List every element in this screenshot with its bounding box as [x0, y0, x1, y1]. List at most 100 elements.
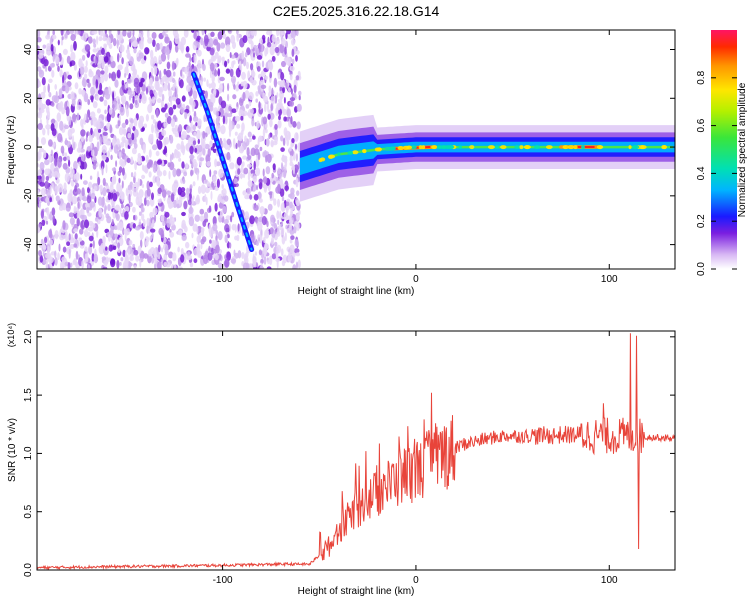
noise-blob — [294, 132, 299, 142]
noise-blob — [166, 115, 172, 125]
noise-blob — [119, 106, 125, 116]
noise-blob — [132, 71, 137, 77]
noise-blob — [242, 35, 248, 44]
noise-blob — [197, 49, 202, 57]
noise-blob — [128, 136, 132, 145]
noise-blob — [213, 39, 219, 46]
snr-series-line — [37, 333, 675, 570]
noise-blob — [73, 205, 77, 215]
noise-blob — [45, 124, 51, 130]
noise-blob — [286, 215, 290, 220]
noise-blob — [255, 158, 260, 168]
noise-blob — [169, 153, 172, 163]
noise-blob — [204, 143, 210, 150]
noise-blob — [245, 104, 250, 109]
noise-blob — [158, 55, 162, 65]
noise-blob — [172, 71, 176, 77]
noise-blob — [118, 166, 123, 174]
noise-blob — [38, 81, 42, 87]
noise-blob — [279, 81, 283, 88]
noise-blob — [64, 84, 70, 94]
carrier-blob — [362, 149, 367, 154]
noise-blob — [212, 143, 216, 148]
carrier-blob — [494, 145, 499, 150]
snr-y-ticks: 0.0 0.5 1.0 1.5 2.0 — [23, 329, 675, 577]
noise-blob — [236, 156, 242, 166]
noise-blob — [133, 129, 139, 138]
noise-blob — [242, 110, 248, 117]
noise-blob — [139, 93, 142, 100]
noise-blob — [79, 214, 85, 219]
noise-blob — [51, 102, 55, 107]
noise-blob — [242, 190, 247, 196]
noise-blob — [134, 160, 138, 171]
noise-blob — [164, 36, 170, 44]
noise-blob — [110, 258, 116, 268]
noise-blob — [43, 85, 46, 94]
noise-blob — [88, 181, 93, 189]
noise-blob — [222, 205, 227, 214]
noise-blob — [198, 67, 201, 75]
colorbar-tick-label: 0.8 — [696, 70, 707, 84]
noise-blob — [92, 48, 98, 53]
noise-blob — [133, 117, 138, 127]
noise-blob — [253, 204, 259, 211]
noise-blob — [295, 153, 298, 162]
noise-blob — [250, 30, 256, 36]
noise-blob — [269, 71, 273, 79]
noise-blob — [256, 66, 261, 72]
noise-blob — [97, 196, 103, 206]
noise-blob — [163, 261, 167, 267]
noise-blob — [295, 213, 300, 221]
spectrogram-frame — [36, 29, 676, 270]
noise-blob — [135, 226, 141, 231]
noise-blob — [157, 187, 162, 195]
noise-blob — [60, 30, 64, 36]
noise-blob — [229, 52, 232, 59]
noise-blob — [250, 147, 256, 157]
noise-blob — [69, 127, 75, 134]
noise-blob — [193, 161, 198, 169]
noise-blob — [41, 77, 46, 86]
noise-blob — [296, 103, 302, 112]
noise-blob — [209, 47, 215, 56]
noise-blob — [65, 207, 71, 212]
noise-blob — [74, 233, 78, 240]
noise-blob — [254, 144, 259, 149]
noise-blob — [192, 124, 197, 131]
noise-blob — [59, 120, 64, 131]
noise-blob — [291, 48, 295, 57]
noise-blob — [108, 30, 112, 36]
carrier-blob — [519, 145, 524, 150]
noise-blob — [37, 66, 42, 72]
noise-blob — [213, 240, 217, 247]
noise-blob — [164, 211, 170, 218]
noise-blob — [217, 31, 223, 40]
noise-blob — [93, 43, 97, 48]
noise-blob — [117, 30, 121, 36]
noise-blob — [40, 210, 45, 219]
noise-blob — [107, 191, 111, 201]
noise-blob — [224, 116, 228, 125]
noise-blob — [219, 83, 224, 92]
noise-blob — [255, 91, 259, 97]
noise-blob — [44, 236, 48, 244]
noise-blob — [265, 155, 268, 163]
noise-blob — [121, 193, 125, 202]
noise-blob — [39, 181, 45, 187]
noise-blob — [122, 209, 125, 215]
carrier-blob — [410, 145, 417, 150]
noise-blob — [206, 79, 209, 87]
noise-blob — [144, 47, 150, 55]
noise-blob — [174, 149, 177, 154]
noise-blob — [37, 123, 43, 130]
noise-blob — [178, 157, 182, 162]
noise-blob — [281, 154, 285, 162]
noise-blob — [290, 115, 293, 125]
noise-blob — [210, 190, 213, 201]
noise-blob — [225, 106, 229, 112]
noise-blob — [56, 112, 61, 122]
noise-blob — [276, 30, 280, 37]
noise-blob — [84, 229, 89, 238]
noise-blob — [209, 69, 212, 79]
